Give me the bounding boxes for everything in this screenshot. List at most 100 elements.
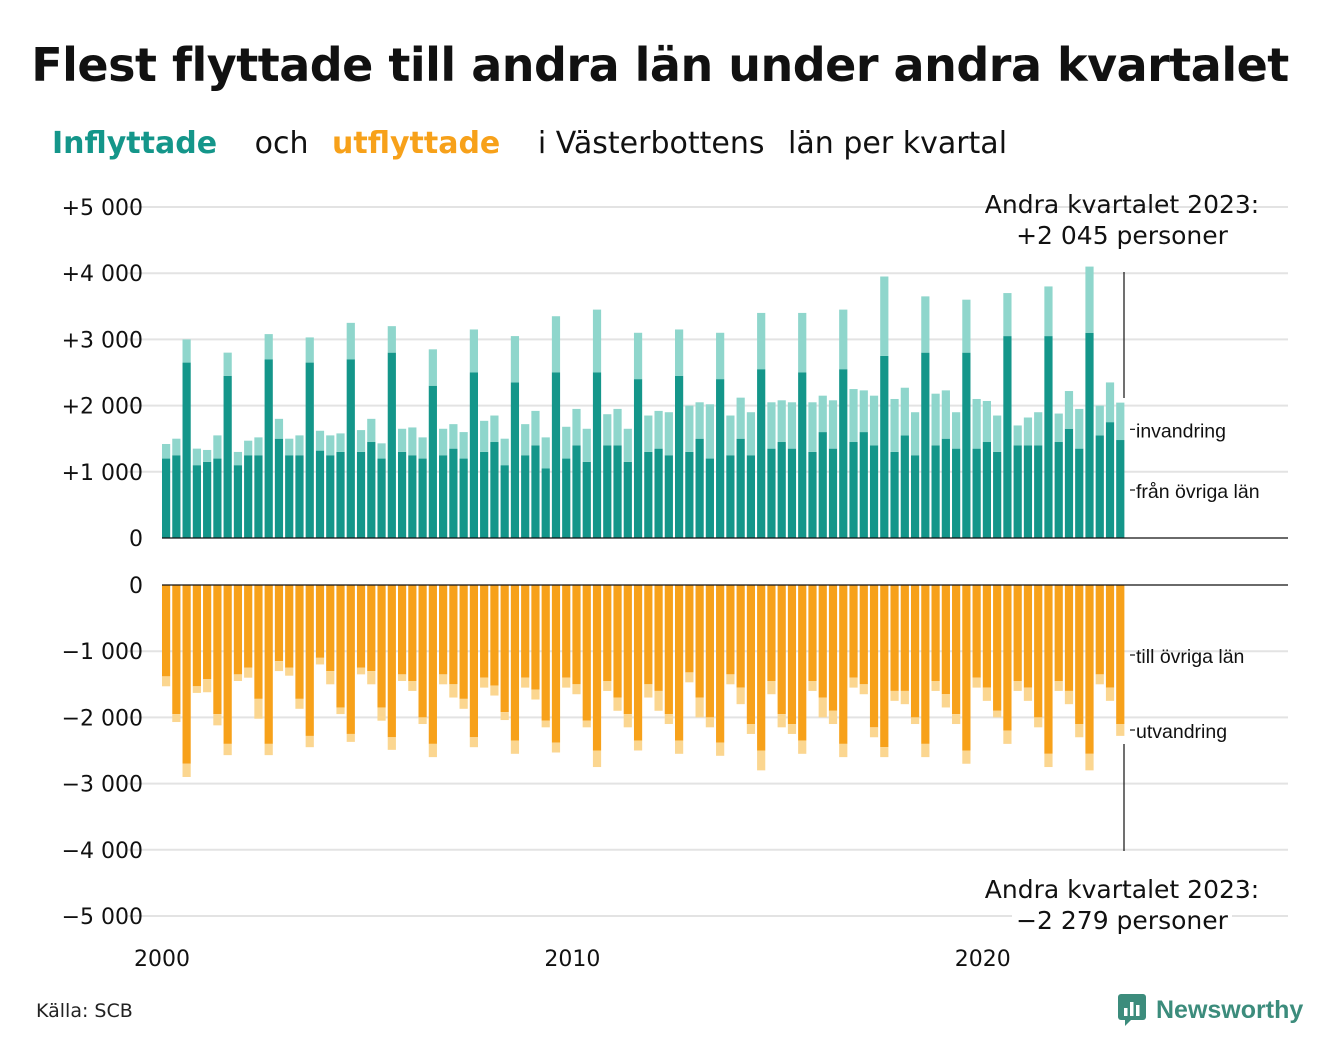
bar-in-foreign — [480, 420, 489, 452]
bar-out-domestic — [685, 585, 694, 673]
bar-out-foreign — [900, 690, 909, 705]
bar-in-domestic — [982, 442, 991, 538]
bar-in-domestic — [1075, 448, 1084, 538]
bar-out-foreign — [675, 740, 684, 754]
bar-in-domestic — [685, 451, 694, 538]
bar-out-domestic — [1095, 585, 1104, 675]
newsworthy-logo[interactable]: Newsworthy — [1117, 993, 1303, 1027]
bar-in-domestic — [439, 455, 448, 538]
bar-in-domestic — [1054, 442, 1063, 538]
bar-out-foreign — [521, 677, 530, 688]
bar-out-foreign — [336, 707, 345, 715]
bar-in-foreign — [1064, 391, 1074, 429]
subtitle-rest-2: län — [788, 126, 834, 161]
bar-out-foreign — [910, 717, 920, 725]
bar-in-foreign — [787, 402, 797, 449]
bar-out-domestic — [1064, 585, 1074, 691]
bar-out-foreign — [890, 690, 899, 701]
bar-out-foreign — [633, 740, 643, 751]
bar-in-domestic — [859, 432, 868, 538]
subtitle-utflyttade: utflyttade — [332, 126, 501, 161]
bar-in-domestic — [305, 362, 314, 538]
bar-in-domestic — [274, 438, 284, 538]
bar-in-foreign — [223, 352, 232, 376]
bar-in-foreign — [336, 433, 345, 452]
bar-out-domestic — [459, 585, 468, 699]
bar-in-domestic — [367, 442, 376, 538]
annotation-top-line2: +2 045 personer — [1016, 221, 1228, 250]
bar-in-domestic — [695, 438, 704, 538]
bar-out-foreign — [254, 698, 263, 719]
bar-in-foreign — [633, 332, 643, 380]
chart-title: Flest flyttade till andra län under andr… — [31, 38, 1289, 92]
y-tick-label-top: +5 000 — [62, 196, 143, 221]
bar-out-foreign — [192, 686, 201, 693]
bar-in-domestic — [767, 448, 776, 538]
bar-in-domestic — [962, 352, 971, 538]
annotation-bottom-line2: −2 279 personer — [1012, 906, 1232, 935]
bar-in-foreign — [459, 432, 468, 459]
bar-out-domestic — [1013, 585, 1022, 681]
bar-out-domestic — [777, 585, 786, 715]
bar-out-domestic — [346, 585, 355, 734]
bar-out-domestic — [1085, 585, 1094, 754]
bar-out-domestic — [952, 585, 961, 715]
bar-in-foreign — [521, 424, 530, 456]
bar-in-foreign — [285, 438, 294, 456]
bar-out-domestic — [675, 585, 684, 741]
bar-out-foreign — [613, 697, 622, 711]
bar-in-domestic — [1013, 445, 1022, 538]
bar-out-domestic — [849, 585, 858, 678]
bar-in-foreign — [326, 435, 335, 456]
newsworthy-logo-icon — [1118, 994, 1146, 1026]
bar-in-foreign — [1034, 412, 1043, 446]
bar-in-domestic — [839, 369, 848, 538]
bar-in-domestic — [203, 461, 212, 538]
bar-in-foreign — [757, 312, 766, 370]
bar-out-domestic — [818, 585, 827, 698]
bar-out-foreign — [356, 667, 366, 675]
bar-in-foreign — [736, 397, 745, 439]
bar-out-domestic — [305, 585, 314, 736]
bar-in-foreign — [890, 398, 899, 452]
y-tick-label-top: +1 000 — [62, 461, 143, 486]
bar-in-foreign — [818, 395, 827, 433]
bar-in-domestic — [1095, 435, 1104, 538]
bar-out-domestic — [531, 585, 540, 690]
bar-out-foreign — [1075, 724, 1084, 738]
bar-out-domestic — [541, 585, 550, 721]
bar-out-foreign — [839, 743, 848, 758]
bar-in-foreign — [900, 387, 909, 436]
bar-out-domestic — [582, 585, 591, 721]
bar-out-domestic — [367, 585, 376, 672]
bar-out-domestic — [716, 585, 725, 743]
bar-in-domestic — [757, 369, 766, 538]
bar-in-foreign — [233, 451, 243, 466]
bar-out-foreign — [828, 710, 838, 725]
bar-out-domestic — [521, 585, 530, 678]
bar-in-foreign — [767, 402, 776, 449]
bar-out-domestic — [603, 585, 612, 681]
bar-in-domestic — [295, 455, 304, 538]
bar-in-foreign — [869, 395, 879, 446]
bar-out-foreign — [685, 672, 694, 683]
bar-in-foreign — [931, 393, 940, 446]
bar-in-foreign — [716, 332, 725, 380]
bar-out-domestic — [1075, 585, 1084, 725]
bar-out-foreign — [1064, 690, 1074, 705]
bar-out-domestic — [705, 585, 714, 718]
bar-out-foreign — [931, 680, 940, 691]
bar-out-domestic — [664, 585, 673, 715]
bar-in-domestic — [941, 438, 950, 538]
bar-out-foreign — [459, 698, 468, 709]
bar-in-domestic — [869, 445, 879, 538]
bar-in-domestic — [510, 382, 520, 538]
x-tick-label: 2020 — [955, 947, 1011, 972]
bar-in-domestic — [798, 372, 807, 538]
bar-out-domestic — [1003, 585, 1012, 731]
bars-layer — [162, 266, 1125, 777]
bar-out-foreign — [490, 685, 499, 696]
bar-out-foreign — [787, 724, 797, 734]
bar-out-domestic — [264, 585, 273, 744]
bar-in-domestic — [521, 455, 530, 538]
